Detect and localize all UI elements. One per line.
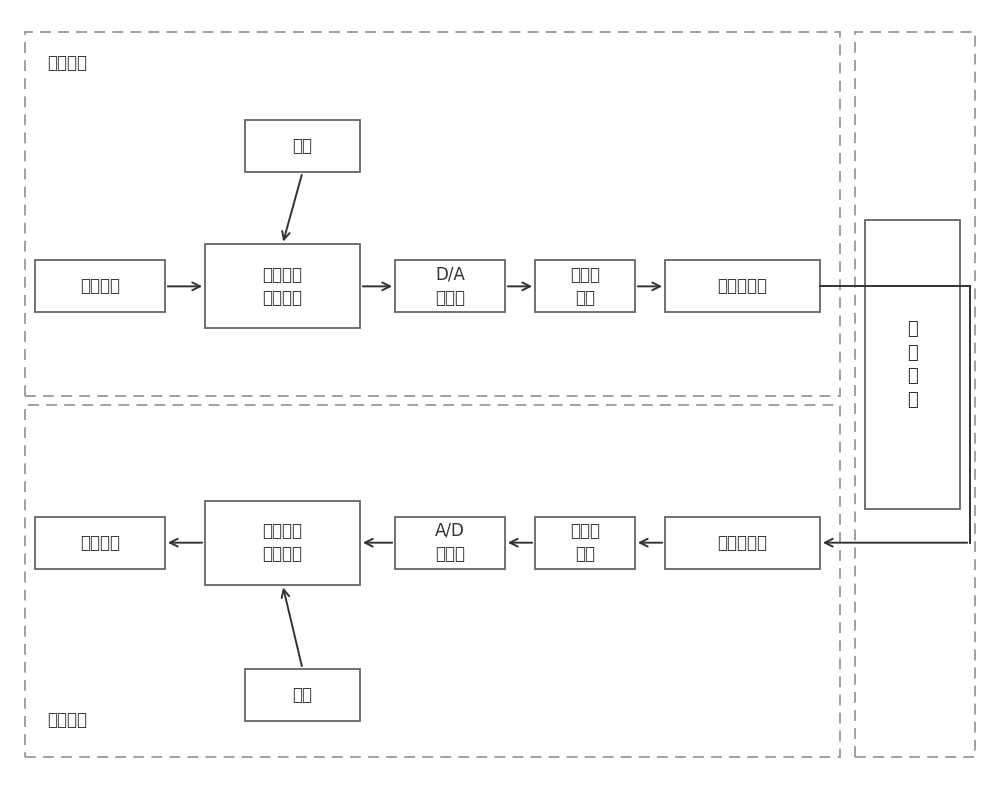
Text: 电源: 电源 [292,686,312,704]
Bar [245,120,360,172]
Text: 电源: 电源 [292,137,312,155]
Bar [35,517,165,569]
Text: 输入数据: 输入数据 [80,277,120,296]
Bar [855,32,975,757]
Text: 功率放
大器: 功率放 大器 [570,266,600,307]
Bar [245,669,360,721]
Bar [25,405,840,757]
Text: 发送模块: 发送模块 [47,54,87,72]
Text: 数字解调
处理单元: 数字解调 处理单元 [262,522,302,563]
Bar [35,260,165,312]
Bar [535,517,635,569]
Bar [665,517,820,569]
Bar [205,501,360,585]
Bar [865,220,960,509]
Bar [395,260,505,312]
Bar [395,517,505,569]
Text: D/A
转换器: D/A 转换器 [435,266,465,307]
Bar [535,260,635,312]
Text: 数字调制
处理单元: 数字调制 处理单元 [262,266,302,307]
Text: 无线发射器: 无线发射器 [718,277,768,296]
Bar [665,260,820,312]
Text: A/D
转换器: A/D 转换器 [435,522,465,563]
Text: 无
线
信
道: 无 线 信 道 [907,320,918,409]
Text: 接收模块: 接收模块 [47,711,87,729]
Bar [25,32,840,396]
Bar [205,244,360,328]
Text: 输出数据: 输出数据 [80,533,120,552]
Text: 无线接收器: 无线接收器 [718,533,768,552]
Text: 前置放
大器: 前置放 大器 [570,522,600,563]
